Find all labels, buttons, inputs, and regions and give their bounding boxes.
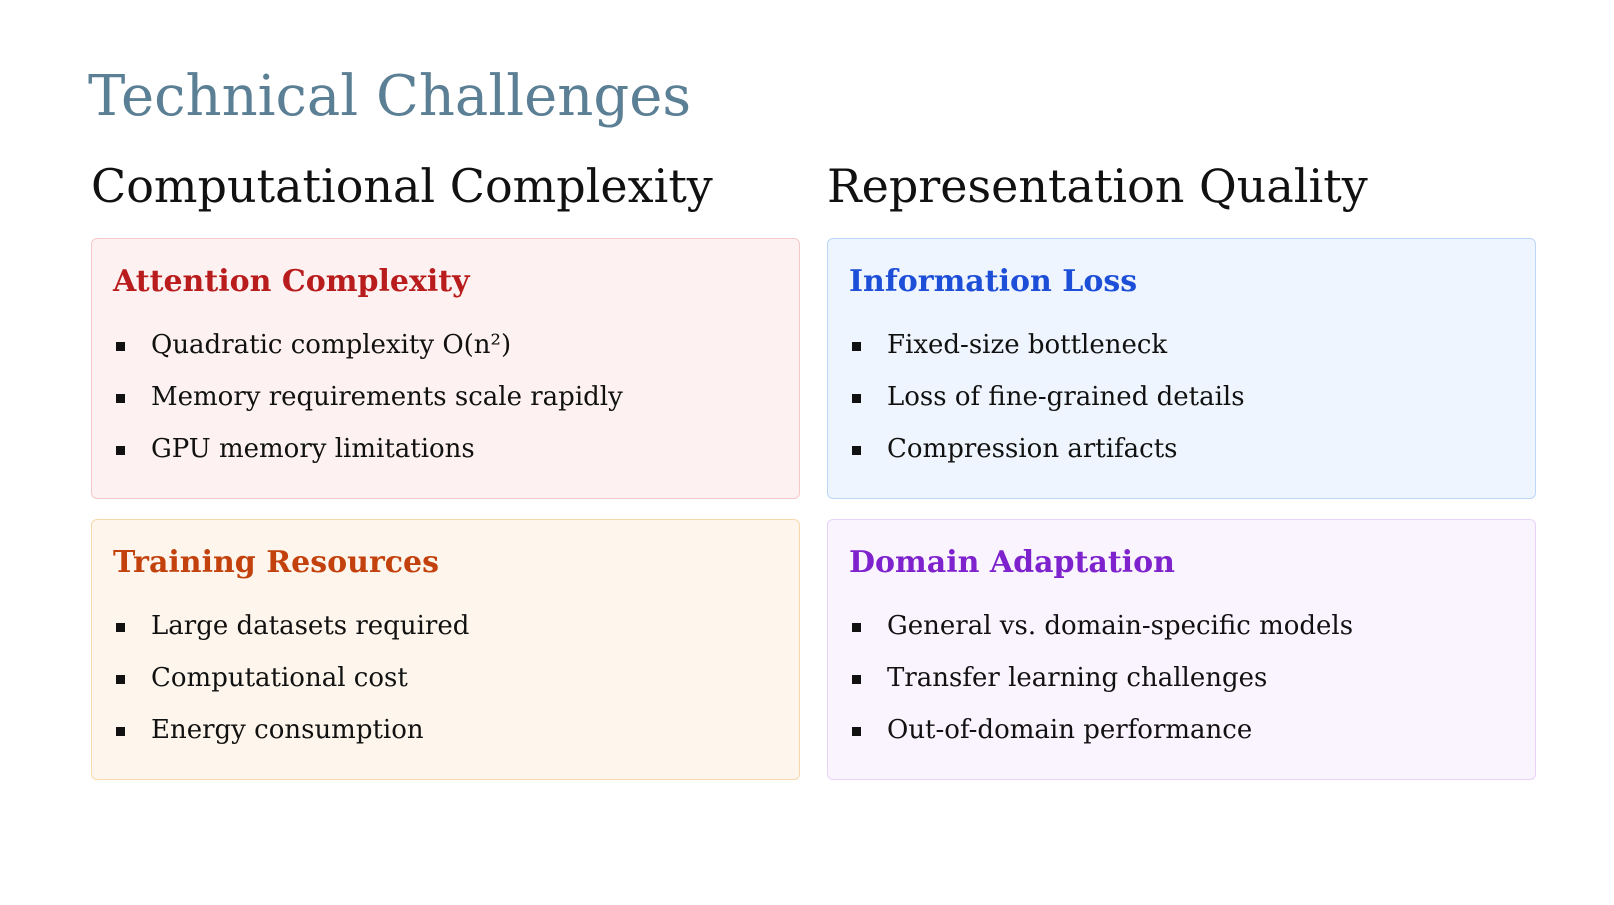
list-item: General vs. domain-specific models	[849, 600, 1515, 652]
square-bullet-icon	[116, 446, 125, 455]
list-item-text: Fixed-size bottleneck	[887, 330, 1168, 360]
list-item-text: Large datasets required	[151, 611, 470, 641]
square-bullet-icon	[116, 623, 125, 632]
square-bullet-icon	[852, 446, 861, 455]
card-title: Attention Complexity	[113, 264, 470, 299]
list-item: Fixed-size bottleneck	[849, 319, 1515, 371]
card-information-loss: Information Loss Fixed-size bottleneck L…	[827, 238, 1536, 499]
square-bullet-icon	[116, 675, 125, 684]
list-item-text: Quadratic complexity O(n²)	[151, 330, 512, 360]
square-bullet-icon	[852, 342, 861, 351]
list-item-text: Memory requirements scale rapidly	[151, 382, 623, 412]
card-domain-adaptation: Domain Adaptation General vs. domain-spe…	[827, 519, 1536, 780]
list-item-text: Computational cost	[151, 663, 408, 693]
list-item: Out-of-domain performance	[849, 704, 1515, 756]
square-bullet-icon	[116, 342, 125, 351]
card-title: Domain Adaptation	[849, 545, 1175, 580]
list-item: Computational cost	[113, 652, 779, 704]
column-heading-computational-complexity: Computational Complexity	[91, 159, 713, 213]
list-item: Memory requirements scale rapidly	[113, 371, 779, 423]
square-bullet-icon	[852, 623, 861, 632]
list-item: Transfer learning challenges	[849, 652, 1515, 704]
list-item-text: Energy consumption	[151, 715, 424, 745]
card-training-resources: Training Resources Large datasets requir…	[91, 519, 800, 780]
list-item-text: Loss of fine-grained details	[887, 382, 1245, 412]
square-bullet-icon	[116, 394, 125, 403]
card-attention-complexity: Attention Complexity Quadratic complexit…	[91, 238, 800, 499]
card-list: Large datasets required Computational co…	[113, 600, 779, 756]
square-bullet-icon	[852, 394, 861, 403]
square-bullet-icon	[852, 727, 861, 736]
list-item: Energy consumption	[113, 704, 779, 756]
list-item-text: GPU memory limitations	[151, 434, 475, 464]
card-title: Training Resources	[113, 545, 440, 580]
list-item: Large datasets required	[113, 600, 779, 652]
card-title: Information Loss	[849, 264, 1138, 299]
card-list: Fixed-size bottleneck Loss of fine-grain…	[849, 319, 1515, 475]
square-bullet-icon	[116, 727, 125, 736]
list-item: Compression artifacts	[849, 423, 1515, 475]
list-item-text: Out-of-domain performance	[887, 715, 1253, 745]
list-item: GPU memory limitations	[113, 423, 779, 475]
list-item-text: Compression artifacts	[887, 434, 1178, 464]
square-bullet-icon	[852, 675, 861, 684]
card-list: General vs. domain-specific models Trans…	[849, 600, 1515, 756]
list-item: Quadratic complexity O(n²)	[113, 319, 779, 371]
list-item: Loss of fine-grained details	[849, 371, 1515, 423]
list-item-text: Transfer learning challenges	[887, 663, 1268, 693]
list-item-text: General vs. domain-specific models	[887, 611, 1354, 641]
card-list: Quadratic complexity O(n²) Memory requir…	[113, 319, 779, 475]
column-heading-representation-quality: Representation Quality	[827, 159, 1368, 213]
slide-title: Technical Challenges	[88, 64, 692, 129]
